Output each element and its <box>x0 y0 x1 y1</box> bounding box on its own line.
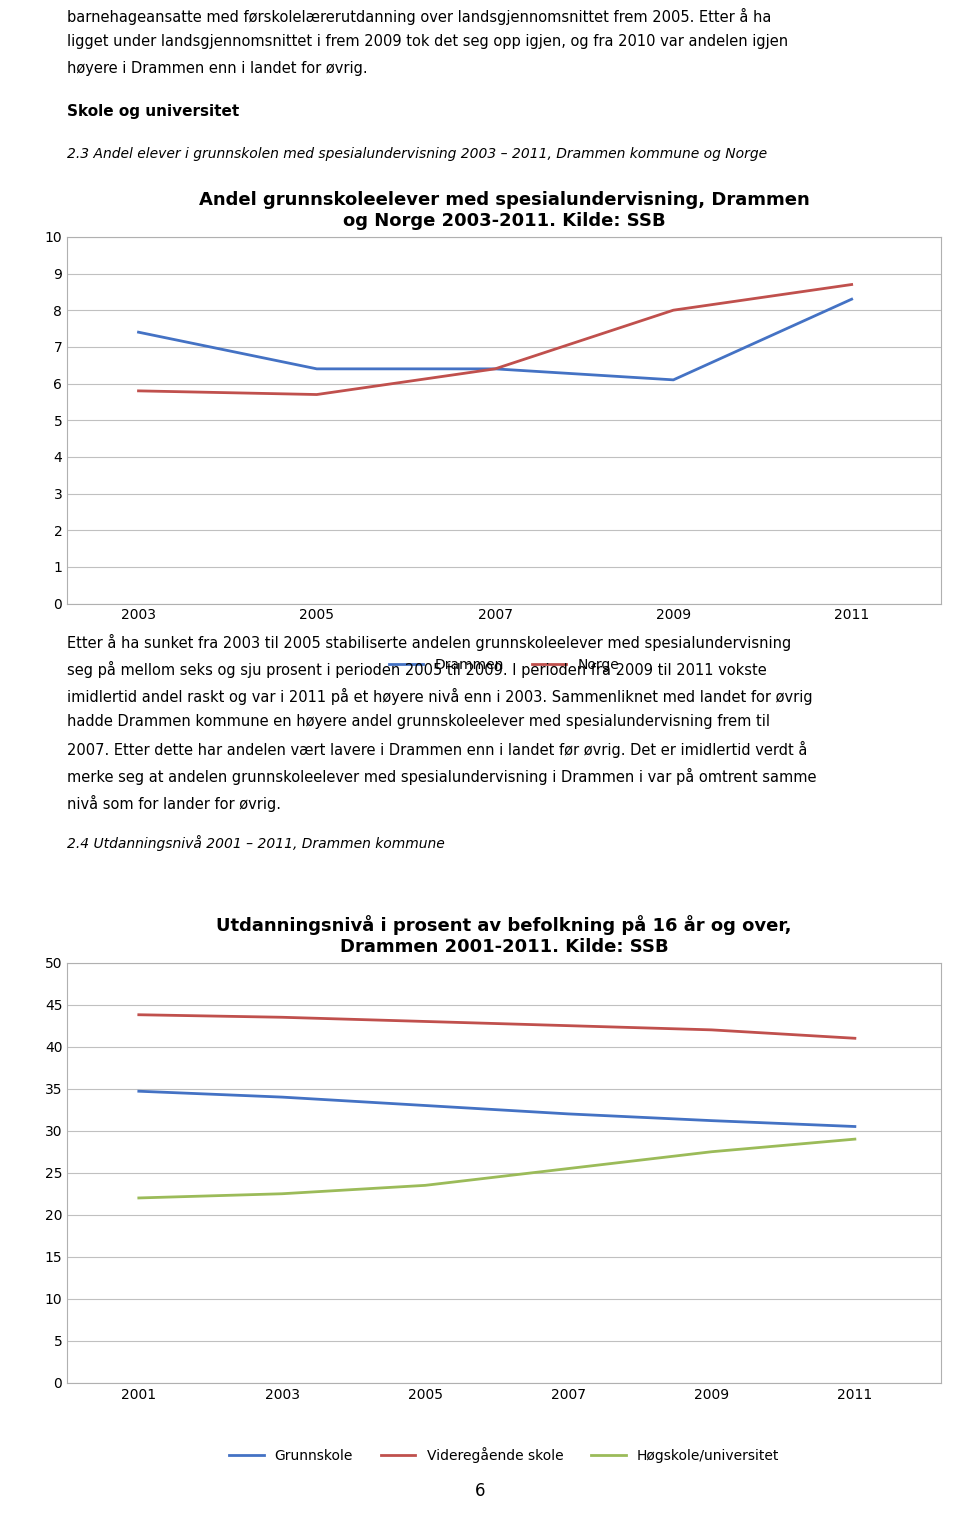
Text: imidlertid andel raskt og var i 2011 på et høyere nivå enn i 2003. Sammenliknet : imidlertid andel raskt og var i 2011 på … <box>67 688 813 704</box>
Text: 2.3 Andel elever i grunnskolen med spesialundervisning 2003 – 2011, Drammen komm: 2.3 Andel elever i grunnskolen med spesi… <box>67 147 767 160</box>
Legend: Grunnskole, Videregående skole, Høgskole/universitet: Grunnskole, Videregående skole, Høgskole… <box>224 1441 784 1468</box>
Text: seg på mellom seks og sju prosent i perioden 2005 til 2009. I perioden fra 2009 : seg på mellom seks og sju prosent i peri… <box>67 660 767 678</box>
Title: Andel grunnskoleelever med spesialundervisning, Drammen
og Norge 2003-2011. Kild: Andel grunnskoleelever med spesialunderv… <box>199 191 809 229</box>
Legend: Drammen, Norge: Drammen, Norge <box>383 652 625 677</box>
Text: merke seg at andelen grunnskoleelever med spesialundervisning i Drammen i var på: merke seg at andelen grunnskoleelever me… <box>67 767 817 785</box>
Text: ligget under landsgjennomsnittet i frem 2009 tok det seg opp igjen, og fra 2010 : ligget under landsgjennomsnittet i frem … <box>67 34 788 49</box>
Text: hadde Drammen kommune en høyere andel grunnskoleelever med spesialundervisning f: hadde Drammen kommune en høyere andel gr… <box>67 714 770 729</box>
Text: 6: 6 <box>475 1482 485 1500</box>
Text: høyere i Drammen enn i landet for øvrig.: høyere i Drammen enn i landet for øvrig. <box>67 61 368 76</box>
Text: nivå som for lander for øvrig.: nivå som for lander for øvrig. <box>67 795 281 811</box>
Text: 2.4 Utdanningsnivå 2001 – 2011, Drammen kommune: 2.4 Utdanningsnivå 2001 – 2011, Drammen … <box>67 834 444 851</box>
Text: 2007. Etter dette har andelen vært lavere i Drammen enn i landet før øvrig. Det : 2007. Etter dette har andelen vært laver… <box>67 741 807 758</box>
Text: Skole og universitet: Skole og universitet <box>67 104 239 119</box>
Text: barnehageansatte med førskolelærerutdanning over landsgjennomsnittet frem 2005. : barnehageansatte med førskolelærerutdann… <box>67 8 772 24</box>
Title: Utdanningsnivå i prosent av befolkning på 16 år og over,
Drammen 2001-2011. Kild: Utdanningsnivå i prosent av befolkning p… <box>216 915 792 955</box>
Text: Etter å ha sunket fra 2003 til 2005 stabiliserte andelen grunnskoleelever med sp: Etter å ha sunket fra 2003 til 2005 stab… <box>67 634 791 651</box>
